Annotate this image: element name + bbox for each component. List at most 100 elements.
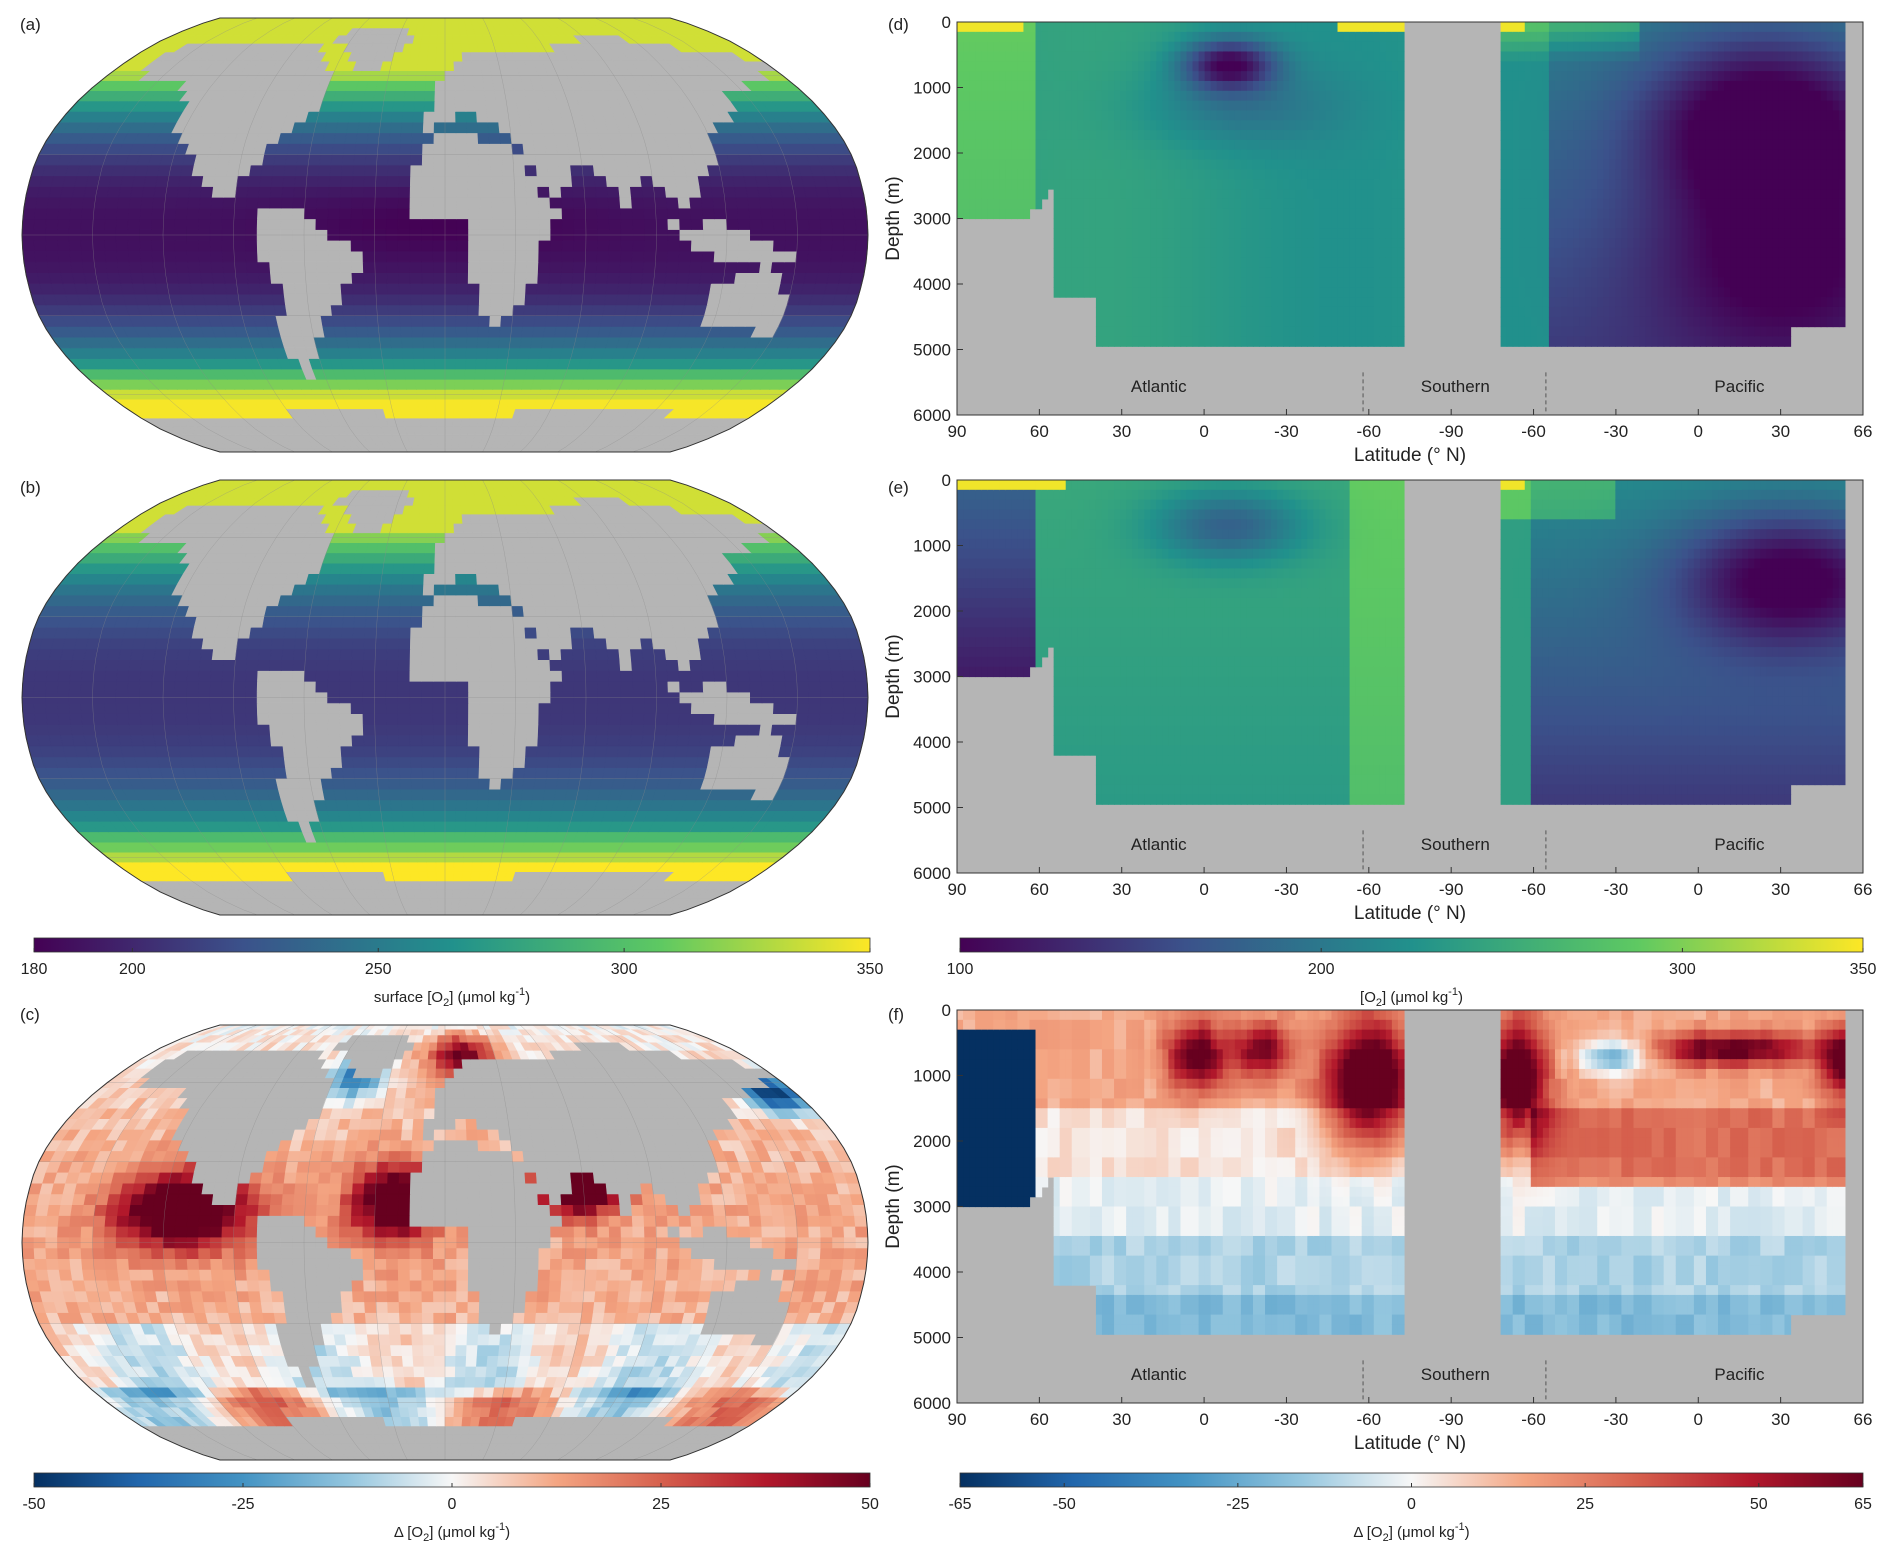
map-cell (455, 767, 469, 779)
map-cell (514, 250, 528, 263)
map-cell (573, 713, 587, 725)
map-cell (585, 681, 598, 693)
map-cell (444, 724, 457, 736)
map-cell (602, 153, 617, 166)
map-cell (632, 681, 645, 693)
map-cell (444, 17, 452, 23)
map-cell (435, 51, 446, 62)
map-cell (479, 272, 492, 284)
map-cell (222, 724, 236, 736)
map-cell (155, 283, 170, 295)
map-cell (661, 293, 676, 306)
map-cell (328, 734, 342, 747)
map-cell (487, 799, 500, 811)
map-cell (214, 293, 229, 306)
map-cell (444, 904, 453, 912)
map-cell (376, 767, 389, 779)
map-cell (585, 207, 598, 220)
map-cell (165, 186, 180, 198)
map-cell (437, 434, 446, 443)
map-cell (712, 197, 727, 209)
map-cell (585, 713, 598, 725)
map-cell (748, 207, 762, 220)
map-cell (374, 681, 387, 693)
map-cell (376, 143, 390, 155)
map-cell (421, 197, 434, 209)
map-cell (602, 767, 617, 779)
map-cell (638, 756, 653, 768)
map-cell (81, 207, 95, 220)
map-cell (665, 261, 680, 273)
map-cell (128, 713, 142, 725)
map-cell (525, 745, 538, 758)
map-cell (319, 153, 333, 166)
map-cell (340, 175, 354, 187)
map-cell (465, 358, 477, 370)
map-cell (770, 724, 785, 736)
map-cell (468, 218, 481, 230)
map-cell (127, 681, 141, 693)
map-cell (444, 799, 457, 811)
map-cell (213, 283, 227, 295)
map-cell (649, 164, 664, 177)
map-cell (522, 143, 536, 155)
map-cell (759, 261, 773, 273)
map-cell (303, 218, 317, 230)
map-cell (210, 207, 224, 220)
map-cell (221, 218, 235, 230)
map-cell (174, 681, 188, 693)
map-cell (491, 250, 504, 263)
map-cell (389, 788, 402, 801)
map-cell (525, 734, 539, 747)
map-cell (585, 240, 598, 252)
map-cell (259, 283, 273, 295)
map-cell (549, 250, 563, 263)
map-cell (237, 164, 252, 177)
map-cell (307, 304, 322, 317)
map-cell (376, 304, 389, 317)
map-cell (435, 871, 446, 882)
map-cell (104, 250, 118, 263)
map-cell (444, 379, 456, 390)
map-cell (420, 426, 431, 436)
map-cell (401, 347, 414, 359)
map-cell (407, 398, 419, 410)
map-cell (421, 745, 434, 758)
map-cell (245, 702, 258, 714)
map-cell (226, 164, 241, 177)
map-cell (604, 756, 618, 768)
map-cell (374, 724, 388, 736)
map-cell (757, 734, 772, 747)
map-cell (292, 261, 306, 273)
map-cell (426, 60, 437, 72)
map-cell (405, 80, 417, 91)
map-cell (508, 121, 522, 134)
map-cell (355, 788, 369, 801)
map-cell (280, 261, 294, 273)
map-cell (496, 810, 510, 822)
map-cell (433, 336, 446, 349)
map-cell (199, 724, 213, 736)
map-cell (297, 778, 312, 790)
map-cell (398, 861, 411, 873)
map-cell (363, 272, 376, 284)
map-cell (268, 681, 282, 693)
map-cell (591, 304, 605, 317)
map-cell (573, 702, 587, 714)
map-cell (452, 42, 463, 53)
map-cell (117, 261, 131, 273)
map-cell (583, 272, 597, 284)
map-cell (415, 841, 427, 853)
map-cell (580, 304, 594, 317)
map-cell (582, 745, 596, 758)
map-cell (92, 218, 106, 230)
map-cell (608, 681, 622, 693)
map-cell (490, 745, 504, 758)
map-cell (686, 175, 701, 187)
map-cell (454, 100, 467, 112)
map-cell (479, 713, 493, 725)
map-cell (620, 702, 634, 714)
map-cell (106, 734, 122, 747)
map-cell (486, 111, 499, 123)
map-cell (422, 434, 432, 443)
